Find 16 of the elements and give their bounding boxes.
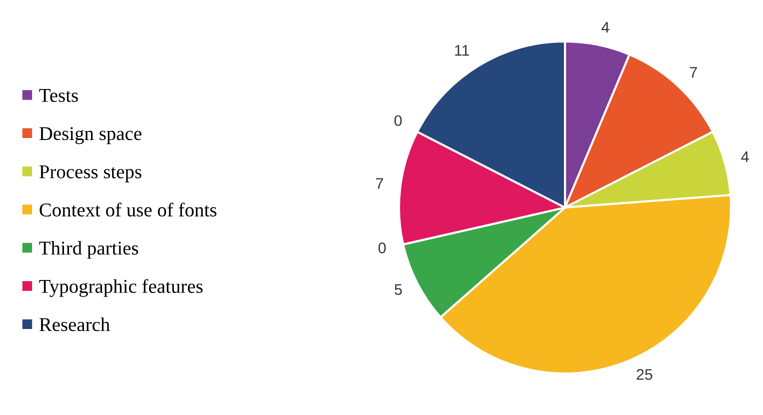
- data-label: 5: [394, 284, 402, 295]
- data-label: 7: [690, 67, 697, 78]
- text: 0: [394, 115, 402, 126]
- data-label: 4: [602, 22, 610, 32]
- legend-label: Process steps: [39, 165, 142, 182]
- legend-label: Context of use of fonts: [40, 202, 216, 217]
- data-label: 7: [376, 178, 384, 189]
- legend-label: Third parties: [39, 241, 138, 259]
- legend-label: Tests: [39, 89, 78, 102]
- data-label: 11: [455, 45, 470, 56]
- data-label: 25: [636, 369, 652, 380]
- text: 0: [378, 242, 386, 254]
- data-label: 4: [741, 151, 749, 162]
- legend-label: Research: [39, 317, 110, 332]
- legend-label: Design space: [39, 127, 142, 144]
- legend-label: Typographic features: [39, 279, 203, 297]
